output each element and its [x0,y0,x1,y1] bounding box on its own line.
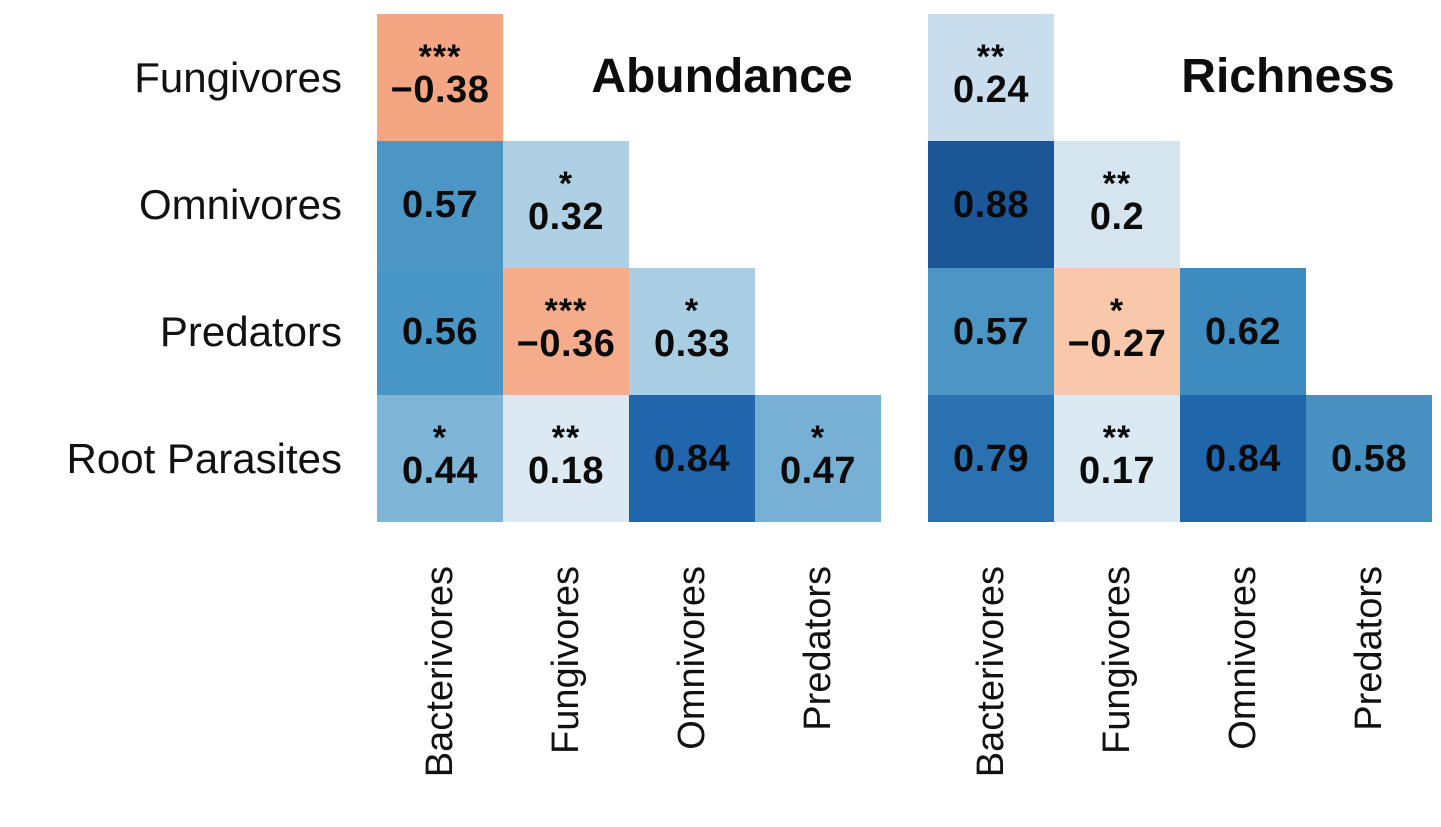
significance-stars: ** [1102,418,1132,457]
significance-stars: *** [544,291,588,330]
heatmap-cell: 0.56 [377,268,503,395]
significance-stars: *** [418,37,462,76]
panel-title-abundance: Abundance [591,50,853,103]
correlation-value: 0.56 [402,310,478,353]
row-label-root-parasites: Root Parasites [66,434,342,482]
correlation-value: 0.2 [1089,195,1145,238]
row-label-fungivores: Fungivores [134,53,342,101]
heatmap-cell: 0.84 [1180,395,1306,522]
correlation-value: 0.47 [780,449,856,492]
correlation-value: 0.58 [1331,437,1407,480]
correlation-value: 0.62 [1205,310,1281,353]
correlation-value: 0.57 [402,183,478,226]
heatmap-cell: 0.79 [928,395,1054,522]
heatmap-cell: 0.62 [1180,268,1306,395]
correlation-value: 0.17 [1079,449,1155,492]
panel-title-richness: Richness [1181,50,1395,103]
correlation-value: 0.84 [654,437,730,480]
heatmap-cell: 0.88 [928,141,1054,268]
row-label-predators: Predators [159,307,342,355]
correlation-value: −0.36 [516,322,616,365]
significance-stars: * [558,164,574,203]
heatmap-cell: *** −0.36 [503,268,629,395]
col-label-bacterivores: Bacterivores [419,566,461,778]
col-label-fungivores: Fungivores [545,566,587,754]
heatmap-cell: ** 0.24 [928,14,1054,141]
significance-stars: * [684,291,700,330]
heatmap-cell: * 0.47 [755,395,881,522]
heatmap-cell: *** −0.38 [377,14,503,141]
correlation-value: 0.33 [654,322,730,365]
correlation-value: −0.27 [1067,322,1167,365]
significance-stars: ** [1102,164,1132,203]
correlation-value: 0.57 [953,310,1029,353]
correlation-value: 0.44 [402,449,478,492]
heatmap-cell: ** 0.2 [1054,141,1180,268]
significance-stars: * [432,418,448,457]
correlation-value: 0.32 [528,195,604,238]
col-label-fungivores: Fungivores [1096,566,1138,754]
col-label-predators: Predators [797,566,839,731]
significance-stars: * [810,418,826,457]
correlation-value: 0.84 [1205,437,1281,480]
heatmap-cell: ** 0.18 [503,395,629,522]
correlation-value: 0.24 [953,68,1029,111]
col-label-omnivores: Omnivores [671,566,713,750]
correlation-value: −0.38 [390,68,490,111]
heatmap-cell: * 0.33 [629,268,755,395]
correlation-value: 0.79 [953,437,1029,480]
row-label-omnivores: Omnivores [138,180,342,228]
correlation-value: 0.88 [953,183,1029,226]
correlation-value: 0.18 [528,449,604,492]
heatmap-cell: 0.57 [928,268,1054,395]
heatmap-cell: 0.57 [377,141,503,268]
significance-stars: ** [976,37,1006,76]
significance-stars: * [1109,291,1125,330]
col-label-predators: Predators [1348,566,1390,731]
heatmap-cell: 0.84 [629,395,755,522]
heatmap-cell: * 0.32 [503,141,629,268]
heatmap-cell: * −0.27 [1054,268,1180,395]
col-label-bacterivores: Bacterivores [970,566,1012,778]
col-label-omnivores: Omnivores [1222,566,1264,750]
heatmap-cell: 0.58 [1306,395,1432,522]
significance-stars: ** [551,418,581,457]
heatmap-cell: * 0.44 [377,395,503,522]
heatmap-cell: ** 0.17 [1054,395,1180,522]
